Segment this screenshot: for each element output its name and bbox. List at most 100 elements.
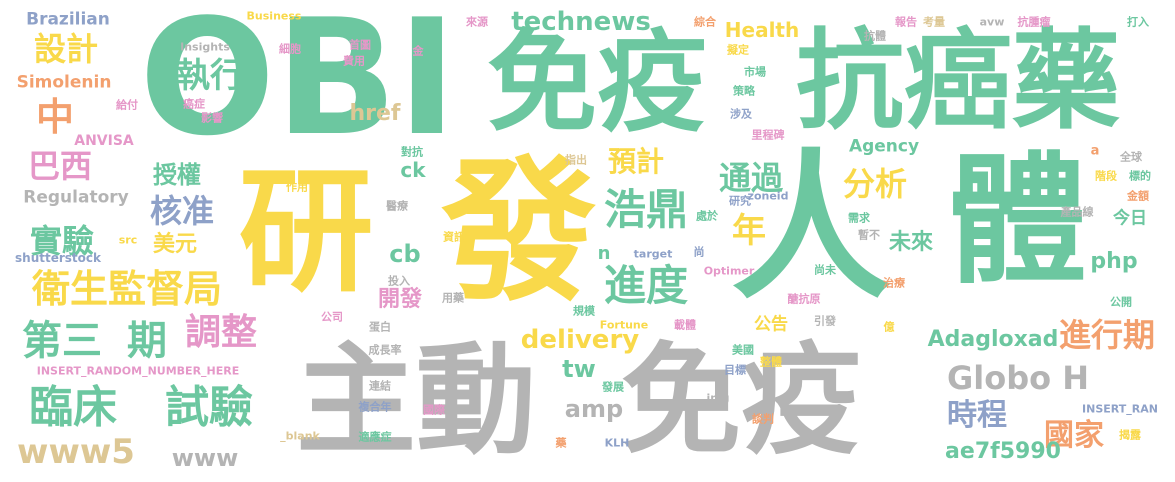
word-baxi: 巴西 — [27, 147, 93, 185]
word-feiyong: 費用 — [343, 54, 365, 68]
word-lichengbei: 里程碑 — [751, 128, 785, 142]
word-insert-random: INSERT_RANDOM_NUMBER_HERE — [36, 364, 240, 378]
word-jielu: 揭露 — [1119, 428, 1141, 442]
word-zhichu: 指出 — [565, 153, 587, 167]
word-duikang: 對抗 — [401, 145, 423, 159]
word-tanpan: 談判 — [752, 412, 774, 426]
word-ren: 人 — [730, 134, 892, 321]
word-globo-h: Globo H — [946, 359, 1090, 397]
word-xibao: 細胞 — [279, 42, 301, 56]
word-ae7f5990: ae7f5990 — [945, 439, 1061, 464]
word-agency: Agency — [848, 136, 920, 157]
word-technews: technews — [511, 7, 651, 37]
word-tiaozheng: 調整 — [184, 312, 258, 353]
word-yao: 藥 — [555, 436, 567, 450]
word-niding: 擬定 — [727, 43, 749, 57]
word-yan: 研 — [238, 153, 374, 311]
word-yiliao: 醫療 — [386, 199, 408, 213]
word-sheji2: 涉及 — [730, 107, 752, 121]
word-biaode: 標的 — [1129, 169, 1151, 183]
word-zhudong: 主動 — [296, 332, 536, 471]
word-daru: 打入 — [1127, 15, 1149, 29]
word-xuqiu: 需求 — [848, 211, 870, 225]
word-regulatory: Regulatory — [23, 187, 129, 208]
word-health: Health — [724, 18, 800, 42]
word-kangti: 抗體 — [864, 29, 886, 43]
word-klh: KLH — [604, 436, 630, 450]
word-aizheng: 癌症 — [183, 97, 205, 111]
word-disan: 第三 — [22, 318, 102, 364]
word-target: target — [633, 247, 673, 261]
word-href: href — [349, 101, 401, 126]
word-jieduan: 階段 — [1095, 169, 1117, 183]
word-gongkai: 公開 — [1110, 295, 1132, 309]
word-avw: avw — [979, 15, 1005, 29]
word-php: php — [1090, 249, 1138, 274]
word-cb: cb — [389, 240, 421, 268]
word-shiyan: 試驗 — [165, 382, 253, 433]
word-lianjie: 連結 — [369, 379, 391, 393]
word-chanpinxian: 產品線 — [1060, 205, 1094, 219]
word-yinfa: 引發 — [814, 314, 836, 328]
word-laiyuan: 來源 — [466, 15, 488, 29]
word-kangaiyao: 抗癌藥 — [795, 19, 1121, 144]
word-kaifa: 開發 — [377, 287, 423, 312]
word-kaoliang: 考量 — [923, 15, 945, 29]
word-geifu: 給付 — [116, 98, 138, 112]
word-tangkangyuan: 醣抗原 — [787, 292, 821, 306]
word-chuyu: 處於 — [696, 209, 718, 223]
word-yongyao: 用藥 — [442, 291, 464, 305]
word-shangwei: 尚未 — [814, 263, 836, 277]
word-fenxi: 分析 — [842, 165, 908, 203]
word-jinri: 今日 — [1113, 208, 1147, 229]
word-chengzhanglu: 成長率 — [368, 343, 402, 357]
word-shang: 尚 — [693, 245, 705, 259]
word-touru: 投入 — [388, 274, 410, 288]
word-danbai: 蛋白 — [369, 320, 391, 334]
word-shichang: 市場 — [744, 65, 766, 79]
word-guoji: 國際 — [423, 403, 445, 417]
word-shicheng: 時程 — [947, 398, 1007, 433]
word-zhengti: 整體 — [760, 355, 782, 369]
word-tw: tw — [562, 355, 596, 383]
word-fazhan: 發展 — [602, 380, 624, 394]
word-zuoyong: 作用 — [286, 180, 308, 194]
word-brazilian: Brazilian — [26, 9, 110, 30]
word-blank: _blank — [280, 429, 320, 443]
word-anvisa: ANVISA — [74, 133, 134, 149]
word-meiguo: 美國 — [732, 343, 754, 357]
word-shiyingzheng: 適應症 — [358, 430, 392, 444]
word-www: www — [171, 444, 239, 472]
word-gonggao: 公告 — [754, 314, 788, 335]
word-zhiliao: 治療 — [883, 276, 905, 290]
word-zhixing: 執行 — [176, 56, 244, 96]
word-zonghe: 綜合 — [694, 15, 716, 29]
word-jindu: 進度 — [603, 261, 689, 310]
word-mianyi-gray: 免疫 — [621, 332, 861, 471]
word-shiyan2: 實驗 — [29, 222, 95, 260]
word-amp: amp — [564, 395, 624, 423]
word-ck: ck — [400, 158, 426, 182]
word-www5: www5 — [17, 432, 135, 472]
word-shutterstock: shutterstock — [15, 251, 101, 265]
word-zhong: 中 — [35, 95, 75, 139]
word-quanqiu: 全球 — [1120, 150, 1142, 164]
word-tongguo: 通過 — [718, 159, 784, 197]
word-jin: 金 — [412, 44, 424, 58]
word-a: a — [1090, 143, 1100, 159]
word-fortune: Fortune — [599, 318, 649, 332]
word-yi: 億 — [883, 320, 895, 334]
word-fa: 發 — [441, 141, 597, 323]
word-gongsi: 公司 — [321, 310, 343, 324]
word-jine: 金額 — [1127, 189, 1149, 203]
word-delivery: delivery — [520, 325, 640, 355]
word-qi: 期 — [127, 318, 167, 364]
word-zoneid: zoneid — [747, 189, 789, 203]
word-baogao: 報告 — [895, 15, 917, 29]
word-sheji: 設計 — [33, 30, 99, 68]
word-src: src — [118, 233, 138, 247]
word-jinxingqi: 進行期 — [1058, 316, 1156, 354]
word-insert-ran: INSERT_RAN — [1082, 402, 1158, 416]
word-business: Business — [246, 9, 302, 23]
